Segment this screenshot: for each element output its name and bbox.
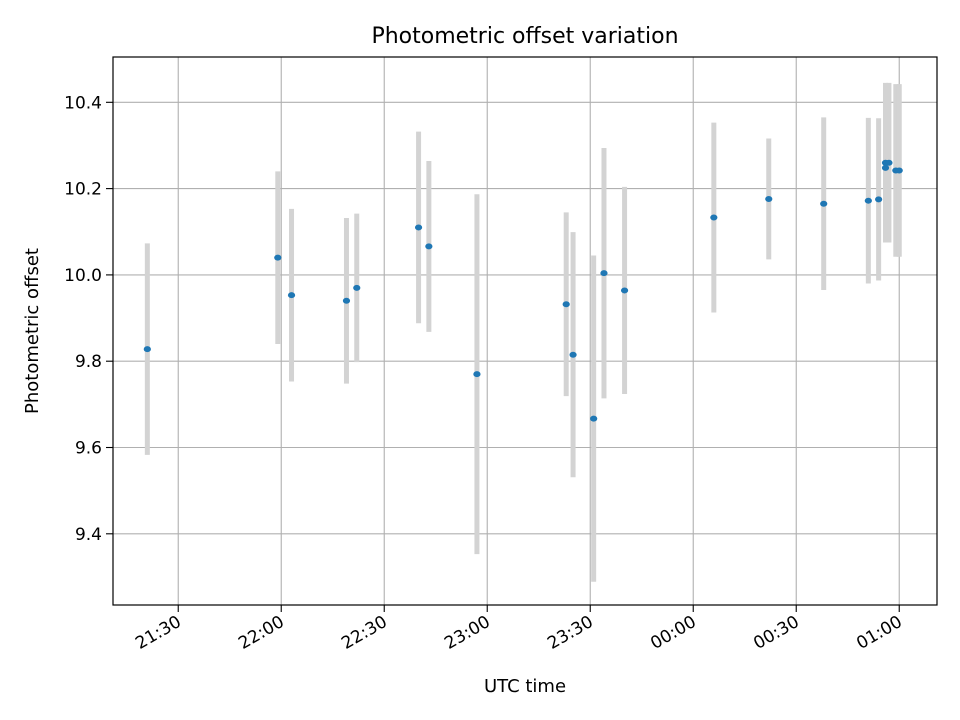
data-points <box>143 159 903 422</box>
y-tick-label: 10.2 <box>64 180 102 200</box>
data-point <box>353 284 361 291</box>
data-point <box>473 371 481 378</box>
grid <box>113 57 937 605</box>
data-point <box>765 195 773 202</box>
y-tick-label: 9.6 <box>75 439 102 459</box>
data-point <box>875 196 883 203</box>
y-tick-label: 9.8 <box>75 352 102 372</box>
data-point <box>820 200 828 207</box>
y-tick-label: 10.0 <box>64 266 102 286</box>
y-tick-label: 9.4 <box>75 525 102 545</box>
data-point <box>143 346 151 353</box>
data-point <box>274 254 282 261</box>
y-axis-ticks: 9.4 9.6 9.8 10.0 10.2 10.4 <box>64 93 113 545</box>
plot-frame <box>112 56 938 606</box>
data-point <box>881 164 890 171</box>
data-point <box>414 224 423 231</box>
data-point <box>287 292 296 299</box>
data-point <box>885 159 893 166</box>
y-axis-label: Photometric offset <box>22 248 43 414</box>
data-point <box>590 415 598 422</box>
data-point <box>620 287 629 294</box>
x-axis-label: UTC time <box>484 676 566 697</box>
data-point <box>600 270 608 277</box>
data-point <box>569 351 577 358</box>
data-point <box>342 297 351 304</box>
y-tick-label: 10.4 <box>64 93 102 113</box>
data-point <box>425 243 433 250</box>
chart-title: Photometric offset variation <box>371 24 678 49</box>
data-point <box>895 167 903 174</box>
data-point <box>864 197 872 204</box>
data-point <box>562 301 570 308</box>
data-point <box>710 214 718 221</box>
